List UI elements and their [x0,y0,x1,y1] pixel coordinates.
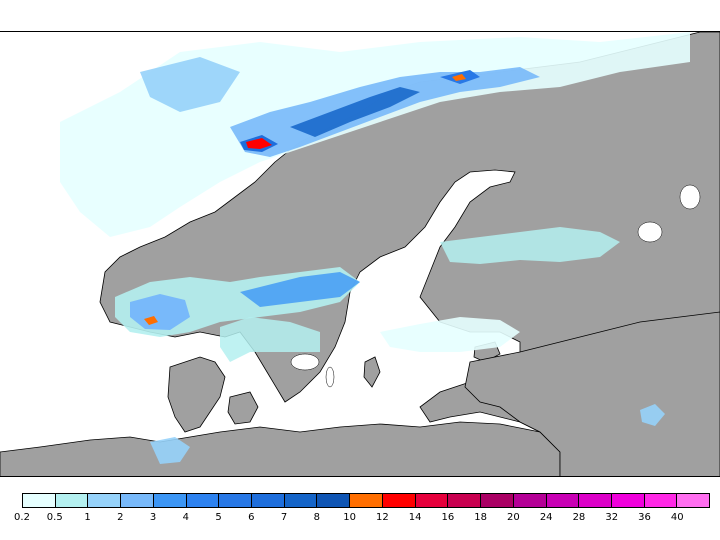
legend-swatch-5 [186,494,220,507]
landmass-denmark [167,356,226,433]
precip-skagerrak [220,317,320,362]
landmass-gotland [363,356,381,388]
legend-label: 28 [572,512,586,523]
color-scale-legend [22,493,710,508]
legend-label: 3 [149,512,157,523]
legend-swatch-2 [88,494,122,507]
precip-west-norway-core [130,294,190,330]
precip-sweden-band [240,272,360,307]
precip-west-norway-peak [144,316,158,325]
precipitation-map [0,31,720,477]
legend-swatch-4 [153,494,187,507]
lake-ladoga [637,221,663,243]
legend-label: 6 [248,512,255,523]
legend-swatch-15 [513,494,547,507]
lake-vattern [325,366,335,388]
precip-east [640,404,665,426]
legend-label: 8 [313,512,321,523]
lake-onega [679,184,701,210]
legend-label: 7 [280,512,288,523]
map-canvas [0,32,720,476]
legend-swatch-1 [55,494,89,507]
precip-overlay [60,32,690,464]
legend-label: 12 [376,512,389,523]
legend-swatch-20 [677,494,710,507]
legend-swatch-16 [546,494,580,507]
precip-hotspot-finnmark-core [452,74,466,81]
legend-label: 1 [84,512,91,523]
legend-label: 20 [507,512,520,523]
legend-label: 18 [474,512,488,523]
legend-swatch-19 [644,494,678,507]
legend-label: 24 [539,512,553,523]
precip-denmark [150,437,190,464]
legend-swatch-10 [350,494,383,507]
legend-swatch-0 [23,494,56,507]
legend-label: 40 [670,512,684,523]
precip-coast-1 [140,57,240,112]
legend-label: 4 [182,512,189,523]
precip-finland [440,227,620,264]
legend-swatch-14 [481,494,514,507]
legend-label: 0.2 [14,512,30,523]
legend-label: 0.5 [46,512,63,523]
legend-swatch-18 [611,494,645,507]
legend-tick-labels: 0.2 0.5 1 2 3 4 5 6 7 8 10 12 14 16 18 20 24 28 32 36 40 [0,512,720,528]
legend-label: 32 [605,512,619,523]
legend-label: 16 [441,512,455,523]
legend-swatch-6 [219,494,253,507]
legend-label: 14 [408,512,422,523]
legend-label: 5 [215,512,222,523]
lakes [290,184,701,388]
legend-swatch-8 [284,494,318,507]
landmass-baltics [464,311,720,476]
legend-label: 36 [638,512,651,523]
legend-swatch-7 [252,494,285,507]
legend-swatch-9 [317,494,351,507]
precip-hotspot-north-core [246,138,272,149]
precip-gulf [380,317,520,352]
legend-swatch-12 [415,494,449,507]
legend-swatch-11 [382,494,416,507]
legend-label: 2 [117,512,124,523]
legend-swatch-17 [579,494,612,507]
landmass-zealand [227,391,259,425]
legend-label: 10 [343,512,356,523]
precip-coast-3 [290,87,420,137]
precip-coast-2 [230,67,540,157]
landmass-europe [0,421,561,476]
lake-vanern [290,353,320,371]
legend-swatch-3 [121,494,154,507]
legend-swatch-13 [448,494,482,507]
